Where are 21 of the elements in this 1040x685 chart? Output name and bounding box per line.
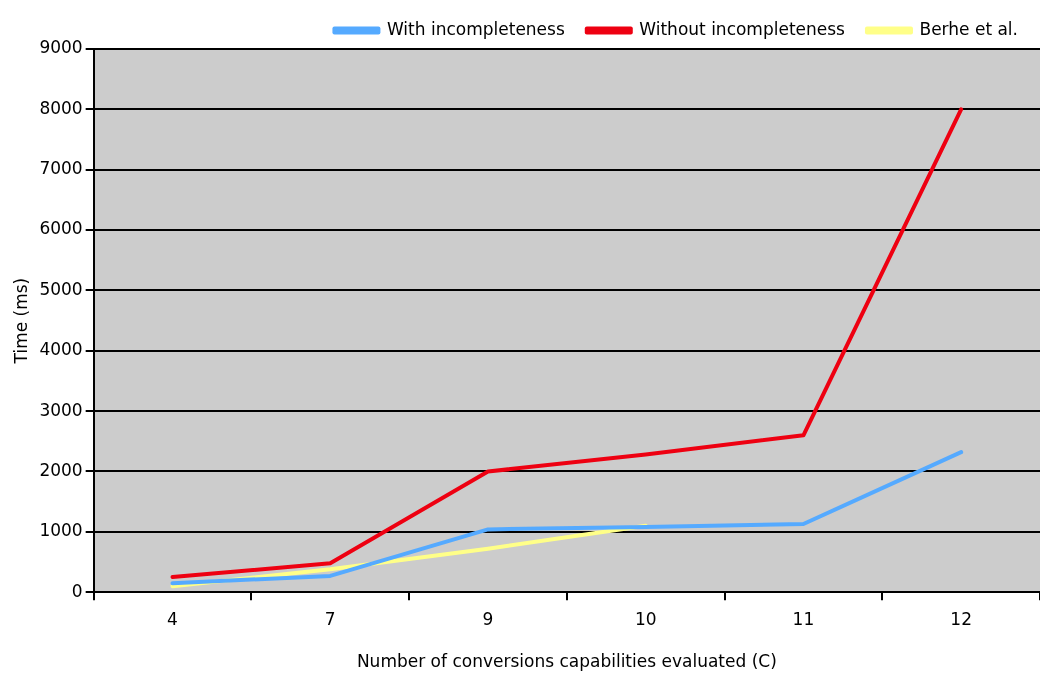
- y-tick-label: 4000: [39, 339, 83, 360]
- y-tick-label: 3000: [39, 399, 83, 420]
- y-tick-label: 5000: [39, 278, 83, 299]
- x-axis-title: Number of conversions capabilities evaluated (C): [356, 651, 777, 672]
- y-tick-label: 2000: [39, 459, 83, 480]
- x-tick-label: 7: [324, 608, 336, 629]
- y-axis-title: Time (ms): [10, 277, 31, 365]
- y-tick-label: 6000: [39, 218, 83, 239]
- y-tick-label: 9000: [39, 37, 83, 58]
- x-tick-label: 11: [792, 608, 815, 629]
- y-tick-label: 0: [71, 580, 83, 601]
- x-tick-label: 9: [482, 608, 494, 629]
- legend-label: With incompleteness: [386, 18, 565, 39]
- y-tick-label: 7000: [39, 158, 83, 179]
- legend-label: Without incompleteness: [639, 18, 846, 39]
- x-tick-label: 12: [950, 608, 972, 629]
- y-tick-label: 1000: [39, 520, 83, 541]
- x-tick-label: 10: [634, 608, 657, 629]
- x-tick-label: 4: [167, 608, 178, 629]
- y-tick-label: 8000: [39, 97, 83, 118]
- legend-label: Berhe et al.: [919, 18, 1019, 39]
